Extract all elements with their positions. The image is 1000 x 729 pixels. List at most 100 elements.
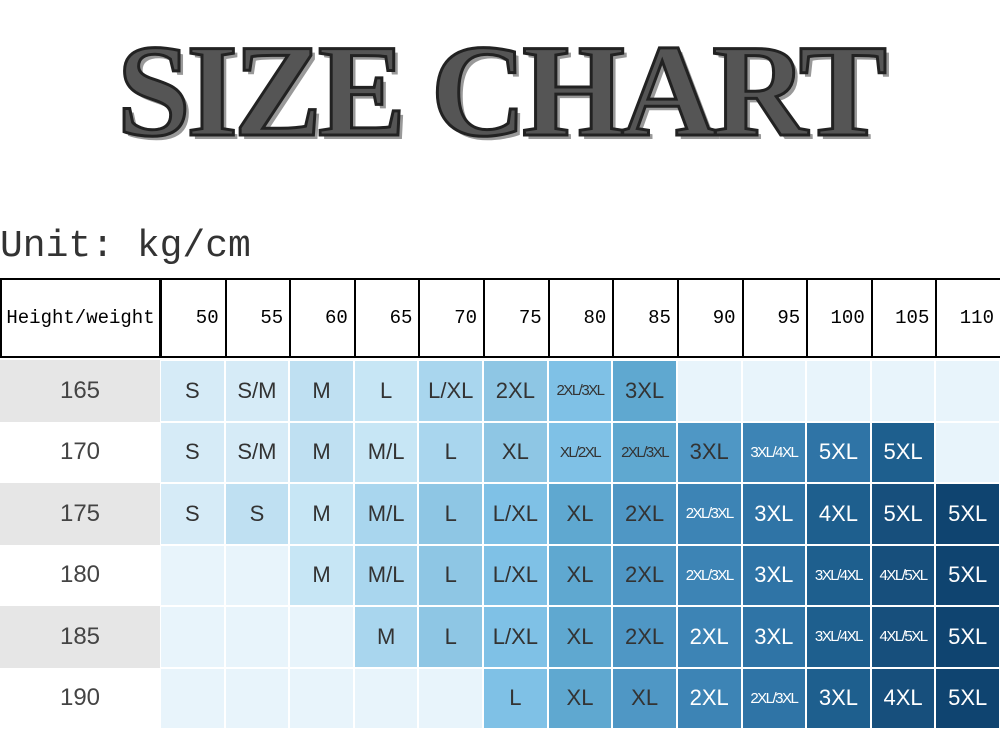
column-header: 100 xyxy=(806,278,873,358)
size-cell: 3XL xyxy=(676,421,742,483)
size-cell: 2XL xyxy=(612,483,677,545)
size-cell: M xyxy=(289,483,354,545)
size-cell xyxy=(418,667,484,729)
size-cell: M xyxy=(353,606,419,668)
size-cell: XL xyxy=(547,544,613,606)
column-header: 90 xyxy=(676,278,744,358)
size-cell: 3XL xyxy=(612,360,677,422)
column-header: 60 xyxy=(289,278,356,358)
row-height: 175 xyxy=(0,483,160,545)
size-cell: L xyxy=(418,483,484,545)
size-cell: S xyxy=(224,483,290,545)
size-cell: XL xyxy=(547,606,613,668)
size-cell: 2XL xyxy=(483,360,548,422)
size-cell: L xyxy=(418,421,484,483)
size-cell: L/XL xyxy=(483,544,548,606)
size-cell: 5XL xyxy=(870,421,936,483)
size-cell: L xyxy=(418,606,484,668)
size-cell xyxy=(160,544,225,606)
row-height: 180 xyxy=(0,544,160,606)
size-cell: 2XL xyxy=(676,667,742,729)
size-cell: 5XL xyxy=(935,606,1000,668)
size-cell: 2XL/3XL xyxy=(676,483,742,545)
size-cell: XL/2XL xyxy=(547,421,613,483)
size-cell: M xyxy=(289,360,354,422)
corner-header: Height/weight xyxy=(0,278,161,358)
size-cell: 4XL xyxy=(870,667,936,729)
size-cell xyxy=(289,667,354,729)
size-cell: 2XL/3XL xyxy=(547,360,613,422)
size-cell: 3XL xyxy=(741,544,807,606)
size-cell xyxy=(676,360,742,422)
size-cell: 4XL/5XL xyxy=(870,606,936,668)
column-header: 95 xyxy=(741,278,809,358)
unit: Unit: kg/cm xyxy=(0,224,251,268)
title: SIZE CHART xyxy=(116,15,889,165)
size-cell: 2XL/3XL xyxy=(612,421,677,483)
size-cell: 2XL xyxy=(612,606,677,668)
size-cell: L/XL xyxy=(418,360,484,422)
size-cell xyxy=(870,360,936,422)
size-cell: 5XL xyxy=(870,483,936,545)
size-cell: 3XL xyxy=(741,606,807,668)
size-cell: S xyxy=(160,483,225,545)
size-cell: 5XL xyxy=(935,483,1000,545)
size-cell: 3XL/4XL xyxy=(806,606,871,668)
size-cell xyxy=(224,667,290,729)
row-height: 165 xyxy=(0,360,160,422)
column-header: 75 xyxy=(483,278,550,358)
size-cell: S xyxy=(160,421,225,483)
size-cell: XL xyxy=(547,483,613,545)
row-height: 190 xyxy=(0,667,160,729)
size-cell: M xyxy=(289,544,354,606)
size-cell xyxy=(160,606,225,668)
size-cell: L/XL xyxy=(483,483,548,545)
column-header: 85 xyxy=(612,278,679,358)
size-cell xyxy=(741,360,807,422)
size-cell: 2XL/3XL xyxy=(676,544,742,606)
size-cell: M xyxy=(289,421,354,483)
size-cell xyxy=(353,667,419,729)
size-cell: 3XL xyxy=(741,483,807,545)
size-cell: M/L xyxy=(353,544,419,606)
size-cell: S xyxy=(160,360,225,422)
row-height: 170 xyxy=(0,421,160,483)
size-cell: S/M xyxy=(224,421,290,483)
size-cell: M/L xyxy=(353,483,419,545)
size-cell: 5XL xyxy=(935,667,1000,729)
size-cell xyxy=(289,606,354,668)
size-cell: XL xyxy=(547,667,613,729)
size-cell xyxy=(806,360,871,422)
size-cell xyxy=(935,421,1000,483)
size-cell: XL xyxy=(483,421,548,483)
size-cell: L xyxy=(483,667,548,729)
size-cell: 3XL/4XL xyxy=(806,544,871,606)
size-cell: L/XL xyxy=(483,606,548,668)
size-cell: XL xyxy=(612,667,677,729)
size-cell: 3XL xyxy=(806,667,871,729)
size-cell: M/L xyxy=(353,421,419,483)
size-cell: 5XL xyxy=(935,544,1000,606)
size-cell: 4XL/5XL xyxy=(870,544,936,606)
row-height: 185 xyxy=(0,606,160,668)
column-header: 55 xyxy=(224,278,292,358)
column-header: 80 xyxy=(547,278,615,358)
size-cell: 5XL xyxy=(806,421,871,483)
size-cell xyxy=(224,606,290,668)
size-cell: 4XL xyxy=(806,483,871,545)
size-cell: L xyxy=(353,360,419,422)
size-cell xyxy=(160,667,225,729)
size-cell: 2XL xyxy=(612,544,677,606)
size-cell: S/M xyxy=(224,360,290,422)
column-header: 50 xyxy=(160,278,227,358)
size-cell xyxy=(935,360,1000,422)
column-header: 65 xyxy=(353,278,421,358)
size-cell: 3XL/4XL xyxy=(741,421,807,483)
size-cell: 2XL/3XL xyxy=(741,667,807,729)
size-cell: L xyxy=(418,544,484,606)
column-header: 105 xyxy=(870,278,938,358)
size-cell xyxy=(224,544,290,606)
column-header: 70 xyxy=(418,278,486,358)
size-cell: 2XL xyxy=(676,606,742,668)
